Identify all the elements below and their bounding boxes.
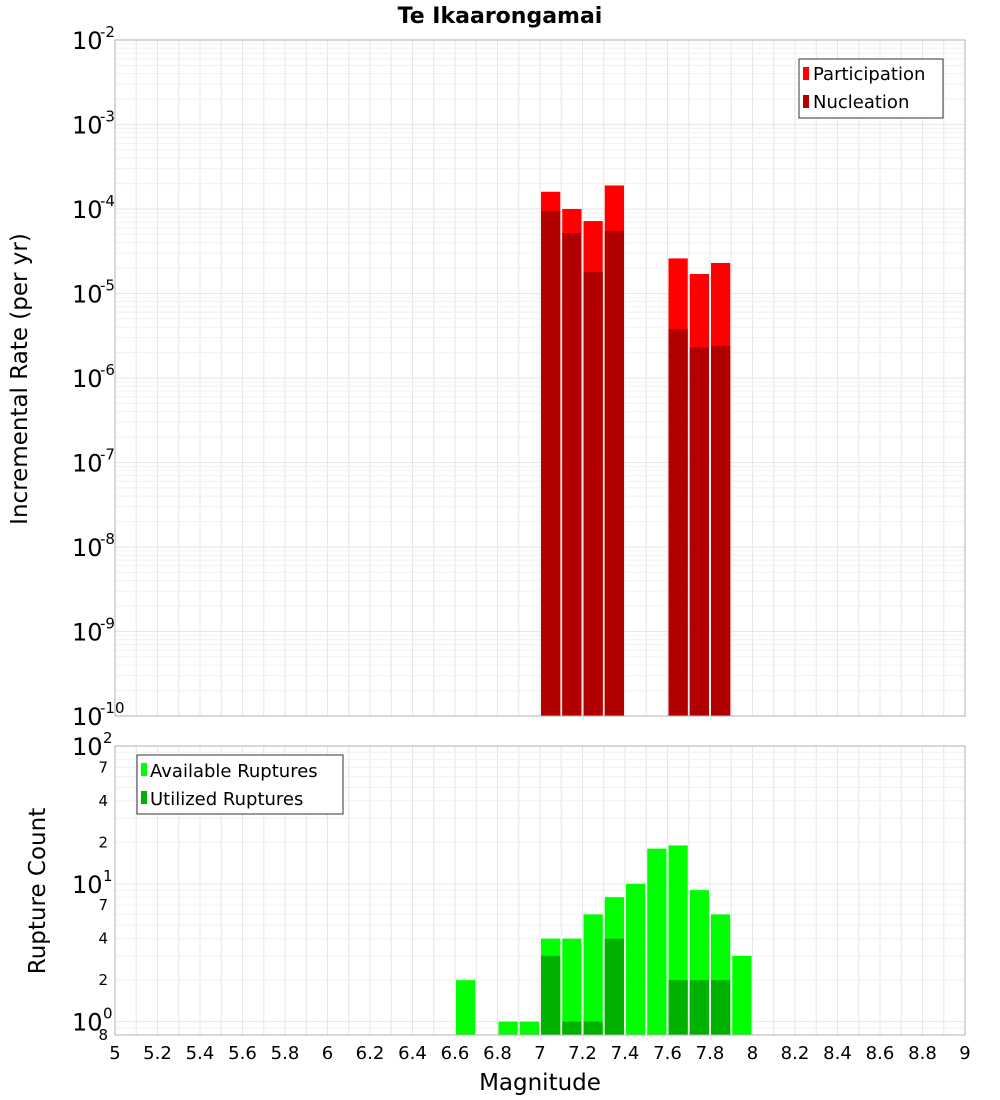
count-bar-available-ruptures <box>732 955 752 1035</box>
legend-box <box>798 58 944 119</box>
rate-y-tick-label: 10 <box>72 112 103 140</box>
x-tick-label: 8.4 <box>823 1043 852 1064</box>
x-axis-label: Magnitude <box>479 1070 601 1096</box>
x-axis-tick-labels: 5 5.2 5.4 5.6 5.8 6 6.2 6.4 6.6 6.8 7 7.2 7.4 7.6 7.8 8… <box>109 1043 970 1064</box>
count-bar-utilized-ruptures <box>541 955 561 1035</box>
rate-y-tick-exponent: -5 <box>100 277 115 295</box>
rate-bar-nucleation <box>562 232 582 716</box>
count-bar-available-ruptures <box>519 1021 539 1035</box>
count-y-tick-exponent: 1 <box>103 867 113 885</box>
count-y-tick-label: 10 <box>72 1009 103 1037</box>
x-tick-label: 9 <box>959 1043 970 1064</box>
x-tick-label: 7.4 <box>611 1043 640 1064</box>
rate-y-tick-label: 10 <box>72 450 103 478</box>
count-y-minor-tick-label: 4 <box>98 792 108 810</box>
legend-swatch-nucleation <box>803 95 809 108</box>
count-bar-utilized-ruptures <box>689 980 709 1035</box>
count-plot-y-axis-label: Rupture Count <box>25 808 51 974</box>
count-bar-available-ruptures <box>456 980 476 1035</box>
legend-swatch-available-ruptures <box>141 763 147 776</box>
count-plot-bars <box>456 845 752 1035</box>
rate-plot-grid <box>114 39 966 717</box>
rate-y-tick-label: 10 <box>72 703 103 731</box>
x-tick-label: 8.2 <box>781 1043 810 1064</box>
legend-swatch-utilized-ruptures <box>141 791 147 804</box>
count-plot-legend: Available Ruptures Utilized Ruptures <box>136 754 344 815</box>
rate-y-tick-exponent: -7 <box>100 446 115 464</box>
count-bar-utilized-ruptures <box>583 1021 603 1035</box>
count-y-minor-tick-label: 7 <box>98 896 108 914</box>
x-tick-label: 5.8 <box>271 1043 300 1064</box>
rate-plot-frame <box>114 39 966 717</box>
count-bar-available-ruptures <box>498 1021 518 1035</box>
rate-y-tick-label: 10 <box>72 281 103 309</box>
x-tick-label: 7 <box>534 1043 545 1064</box>
rate-y-tick-exponent: -6 <box>100 361 115 379</box>
rate-plot-y-axis-label: Incremental Rate (per yr) <box>7 233 33 525</box>
rate-bar-nucleation <box>711 345 731 716</box>
count-bar-utilized-ruptures <box>711 980 731 1035</box>
count-bar-utilized-ruptures <box>562 1021 582 1035</box>
legend-box <box>136 754 344 815</box>
count-y-minor-tick-label: 4 <box>98 930 108 948</box>
count-y-minor-tick-label: 7 <box>98 758 108 776</box>
rate-y-tick-label: 10 <box>72 196 103 224</box>
count-y-tick-exponent: 0 <box>103 1005 113 1023</box>
rate-y-tick-label: 10 <box>72 365 103 393</box>
x-tick-label: 6.6 <box>441 1043 470 1064</box>
legend-label-utilized-ruptures: Utilized Ruptures <box>150 789 303 810</box>
x-tick-label: 7.2 <box>568 1043 597 1064</box>
x-tick-label: 5.6 <box>228 1043 257 1064</box>
count-bar-utilized-ruptures <box>604 938 624 1035</box>
x-tick-label: 8.8 <box>908 1043 937 1064</box>
x-tick-label: 5.2 <box>143 1043 172 1064</box>
legend-swatch-participation <box>803 67 809 80</box>
rate-y-tick-exponent: -2 <box>100 23 115 41</box>
rate-y-tick-label: 10 <box>72 619 103 647</box>
rate-bar-nucleation <box>604 230 624 717</box>
x-tick-label: 7.8 <box>696 1043 725 1064</box>
x-tick-label: 8.6 <box>866 1043 895 1064</box>
count-bar-available-ruptures <box>626 883 646 1035</box>
rate-bar-nucleation <box>668 329 688 716</box>
count-y-minor-tick-label: 8 <box>98 1026 108 1044</box>
x-tick-label: 6.4 <box>398 1043 427 1064</box>
x-tick-label: 5 <box>109 1043 120 1064</box>
x-tick-label: 6.2 <box>356 1043 385 1064</box>
count-y-tick-label: 10 <box>72 733 103 761</box>
count-bar-utilized-ruptures <box>668 980 688 1035</box>
rate-bar-nucleation <box>583 271 603 716</box>
rate-y-tick-exponent: -8 <box>100 530 115 548</box>
legend-label-available-ruptures: Available Ruptures <box>150 761 318 782</box>
count-plot-frame <box>114 745 966 1036</box>
chart-title: Te Ikaarongamai <box>398 4 603 29</box>
count-y-tick-label: 10 <box>72 871 103 899</box>
count-bar-available-ruptures <box>562 938 582 1035</box>
x-tick-label: 6.8 <box>483 1043 512 1064</box>
rate-y-tick-label: 10 <box>72 27 103 55</box>
rate-y-tick-exponent: -10 <box>100 699 125 717</box>
count-y-minor-tick-label: 2 <box>98 833 108 851</box>
count-y-minor-tick-label: 2 <box>98 971 108 989</box>
legend-label-participation: Participation <box>813 64 925 85</box>
rate-y-tick-exponent: -9 <box>100 615 115 633</box>
count-bar-available-ruptures <box>647 848 667 1035</box>
x-tick-label: 5.4 <box>186 1043 215 1064</box>
rate-plot-bars <box>541 185 731 717</box>
rate-plot-legend: Participation Nucleation <box>798 58 944 119</box>
x-tick-label: 6 <box>322 1043 333 1064</box>
legend-label-nucleation: Nucleation <box>813 92 909 113</box>
rate-y-tick-exponent: -3 <box>100 108 115 126</box>
count-y-tick-exponent: 2 <box>103 729 113 747</box>
count-bar-available-ruptures <box>583 914 603 1035</box>
rate-bar-nucleation <box>689 347 709 716</box>
x-tick-label: 7.6 <box>653 1043 682 1064</box>
rate-bar-nucleation <box>541 210 561 716</box>
x-tick-label: 8 <box>747 1043 758 1064</box>
rate-y-tick-label: 10 <box>72 534 103 562</box>
rate-y-tick-exponent: -4 <box>100 192 115 210</box>
